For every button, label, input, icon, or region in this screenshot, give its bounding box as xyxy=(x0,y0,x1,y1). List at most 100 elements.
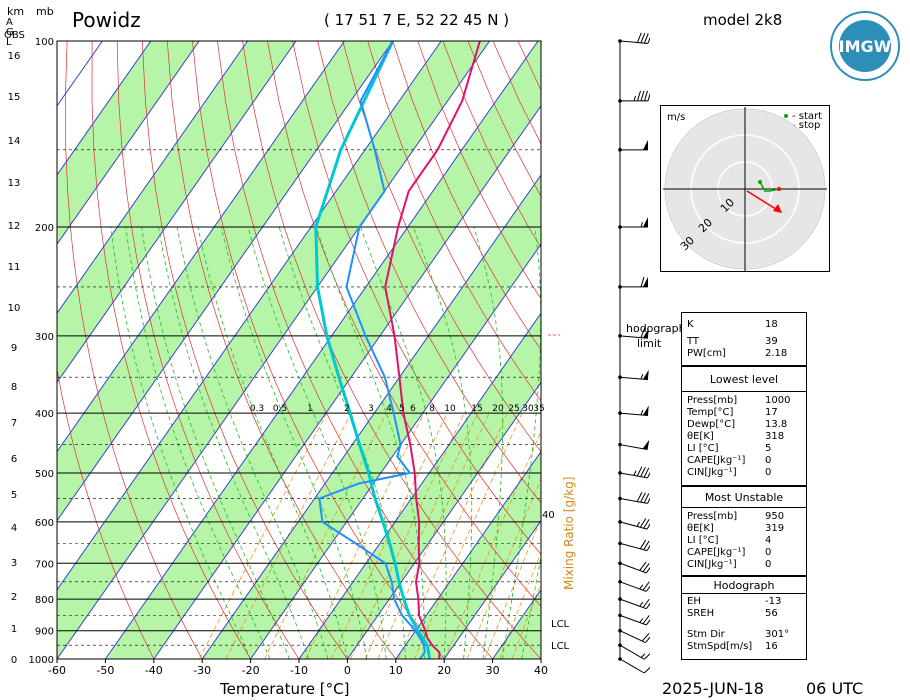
km-tick-label: 0 xyxy=(11,655,17,666)
isotherm xyxy=(250,243,541,659)
barb-flag xyxy=(643,217,648,228)
barb-full xyxy=(640,327,646,338)
dry-adiabat xyxy=(367,41,541,402)
lowest-row-label: Temp[°C] xyxy=(687,407,734,418)
pressure-tick-label: 300 xyxy=(35,332,54,343)
barb-shaft xyxy=(619,581,647,592)
isotherm xyxy=(57,41,491,659)
mb-label: mb xyxy=(36,5,54,18)
x-tick-label: -40 xyxy=(145,664,163,677)
sounding-date: 2025-JUN-18 xyxy=(662,679,764,698)
lcl-label-lower: LCL xyxy=(551,641,570,652)
dry-adiabat xyxy=(543,41,560,659)
barb-half xyxy=(640,653,646,658)
isotherm xyxy=(57,41,152,176)
x-tick-label: -20 xyxy=(242,664,260,677)
storm-motion-arrow xyxy=(746,190,780,212)
lowest-row-label: CAPE[Jkg⁻¹] xyxy=(687,455,746,466)
x-tick-label: 20 xyxy=(437,664,451,677)
barb-full xyxy=(645,567,650,574)
barb-full xyxy=(642,615,650,625)
mixing-ratio-label: 25 xyxy=(508,404,519,414)
hodograph-limit-label-1: hodograph xyxy=(626,322,686,335)
lowest-row-label: CIN[Jkg⁻¹] xyxy=(687,467,737,478)
pressure-tick-label: 900 xyxy=(35,627,54,638)
barb-full xyxy=(645,585,650,592)
km-tick-label: 3 xyxy=(11,558,17,569)
barb-full xyxy=(639,561,647,571)
km-tick-label: 9 xyxy=(11,343,17,354)
indices-panel: K 18 TT 39 PW[cm] 2.18 xyxy=(681,312,807,366)
isotherm xyxy=(443,519,541,659)
barb-full xyxy=(647,471,650,479)
lowest-level-title: Lowest level xyxy=(709,373,779,386)
station-coordinates: ( 17 51 7 E, 52 22 45 N ) xyxy=(324,11,510,29)
km-tick-label: 7 xyxy=(11,418,17,429)
mixing-ratio-label: 15 xyxy=(471,404,482,414)
barb-full xyxy=(639,539,647,550)
mixing-ratio-label: 10 xyxy=(444,404,456,414)
mu-row-label: Press[mb] xyxy=(687,511,738,522)
km-tick-label: 13 xyxy=(8,178,21,189)
barb-shaft xyxy=(619,498,648,504)
x-tick-label: -10 xyxy=(290,664,308,677)
x-tick-label: -30 xyxy=(193,664,211,677)
km-tick-label: 15 xyxy=(8,92,21,103)
hodo-row-value: 16 xyxy=(765,641,778,652)
barb-full xyxy=(647,36,650,44)
mu-row-label: CIN[Jkg⁻¹] xyxy=(687,559,737,570)
km-tick-label: 6 xyxy=(11,454,17,465)
mu-row-label: θE[K] xyxy=(687,523,714,534)
isotherm xyxy=(201,174,541,659)
x-tick-label: -50 xyxy=(96,664,114,677)
storm-motion-arrowhead xyxy=(773,204,782,213)
barb-flag xyxy=(642,369,649,380)
barb-half xyxy=(639,618,644,623)
lowest-row-value: 13.8 xyxy=(765,419,788,430)
km-tick-label: 5 xyxy=(11,490,17,501)
mixing-ratio-label: 2 xyxy=(344,404,350,414)
isotherm xyxy=(395,450,541,659)
km-tick-label: 16 xyxy=(8,51,21,62)
barb-full xyxy=(646,544,650,551)
moist-adiabat xyxy=(360,226,447,659)
pressure-tick-label: 800 xyxy=(35,595,54,606)
index-value: 39 xyxy=(765,336,778,347)
parcel-curve xyxy=(314,41,432,659)
hodograph-stop-point xyxy=(777,187,781,191)
hodograph-panel: m/s - start - stop 10 20 30 xyxy=(660,105,830,272)
mixing-ratio-label: 5 xyxy=(399,404,405,414)
moist-adiabat xyxy=(315,226,426,659)
barb-shaft xyxy=(619,658,645,674)
temperature-band xyxy=(57,41,490,659)
lowest-row-label: LI [°C] xyxy=(687,443,719,454)
mu-row-label: LI [°C] xyxy=(687,535,719,546)
pressure-tick-label: 700 xyxy=(35,559,54,570)
hodograph-stats-title: Hodograph xyxy=(713,579,775,592)
hodograph-start-point xyxy=(758,180,762,184)
pressure-tick-label: 1000 xyxy=(29,655,54,666)
hodo-row-value: 56 xyxy=(765,608,778,619)
isotherm xyxy=(57,41,200,246)
hodo-row-value: 301° xyxy=(765,629,790,640)
x-tick-label: 10 xyxy=(389,664,403,677)
isotherm xyxy=(540,658,541,659)
isotherm xyxy=(57,41,297,384)
mixing-ratio-label: 8 xyxy=(429,404,435,414)
mixing-ratio-label: 30 xyxy=(522,404,534,414)
barb-half xyxy=(640,221,643,228)
most-unstable-title: Most Unstable xyxy=(704,491,784,504)
legend-stop: - stop xyxy=(792,120,820,131)
lcl-label-upper: LCL xyxy=(551,619,570,630)
mixing-ratio-label: 6 xyxy=(410,404,416,414)
barb-half xyxy=(639,601,644,607)
barb-full xyxy=(643,540,650,550)
label-40: 40 xyxy=(542,510,555,521)
barb-half xyxy=(640,409,644,416)
barb-full xyxy=(640,32,646,44)
temperature-band xyxy=(105,41,541,659)
mixing-ratio-label: 20 xyxy=(492,404,504,414)
index-label: K xyxy=(687,319,694,330)
barb-full xyxy=(644,90,648,102)
barb-full xyxy=(645,619,650,626)
